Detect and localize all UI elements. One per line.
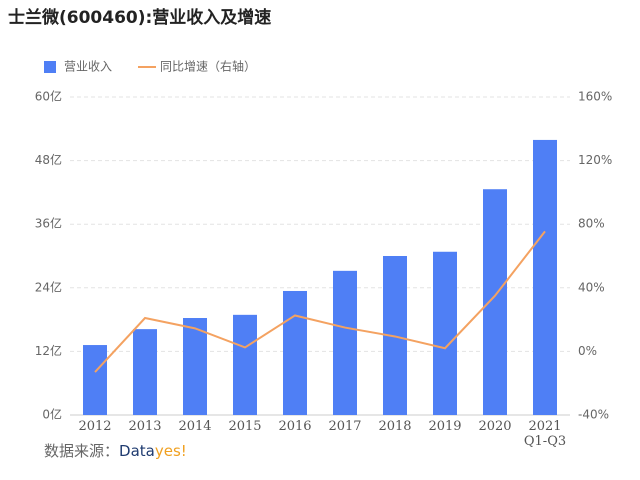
y-tick-label: 12亿: [35, 343, 62, 358]
x-tick-label: 2020: [478, 419, 512, 434]
y2-tick-label: 160%: [578, 90, 612, 104]
bar: [183, 318, 207, 415]
x-tick-label: 2016: [278, 419, 312, 434]
source: 数据来源：Datayes!: [44, 440, 187, 461]
x-tick-label: 2015: [228, 419, 262, 434]
legend-label: 营业收入: [64, 60, 112, 74]
bar: [133, 329, 157, 415]
source-brand: yes!: [154, 442, 187, 460]
x-tick-label: 2018: [378, 419, 412, 434]
chart-title: 士兰微(600460):营业收入及增速: [8, 7, 271, 28]
bar: [433, 251, 457, 415]
y2-tick-label: 80%: [578, 217, 605, 231]
y-tick-label: 24亿: [35, 279, 62, 294]
x-tick-label: 2019: [428, 419, 462, 434]
bar: [83, 345, 107, 415]
y-tick-label: 60亿: [35, 89, 62, 104]
x-tick-label: 2013: [128, 419, 162, 434]
y2-tick-label: 40%: [578, 280, 605, 294]
legend-label: 同比增速（右轴）: [160, 59, 256, 74]
y-tick-label: 48亿: [35, 152, 62, 167]
x-tick-label: 2021 Q1-Q3: [523, 419, 567, 449]
bar: [283, 290, 307, 415]
y2-tick-label: -40%: [578, 408, 609, 422]
x-tick-label: 2012: [78, 419, 112, 434]
bar: [333, 270, 357, 415]
legend-swatch: [44, 61, 56, 73]
source-brand: Data: [119, 442, 155, 460]
source-label: 数据来源：: [44, 442, 120, 460]
line: [94, 230, 546, 373]
y-tick-label: 0亿: [42, 407, 62, 422]
y-tick-label: 36亿: [35, 216, 62, 231]
x-tick-label: 2017: [328, 419, 362, 434]
y2-tick-label: 0%: [578, 344, 597, 358]
bar: [233, 314, 257, 415]
y2-tick-label: 120%: [578, 153, 612, 167]
x-tick-label: 2014: [178, 419, 212, 434]
bar: [483, 189, 507, 415]
bar: [533, 139, 557, 415]
